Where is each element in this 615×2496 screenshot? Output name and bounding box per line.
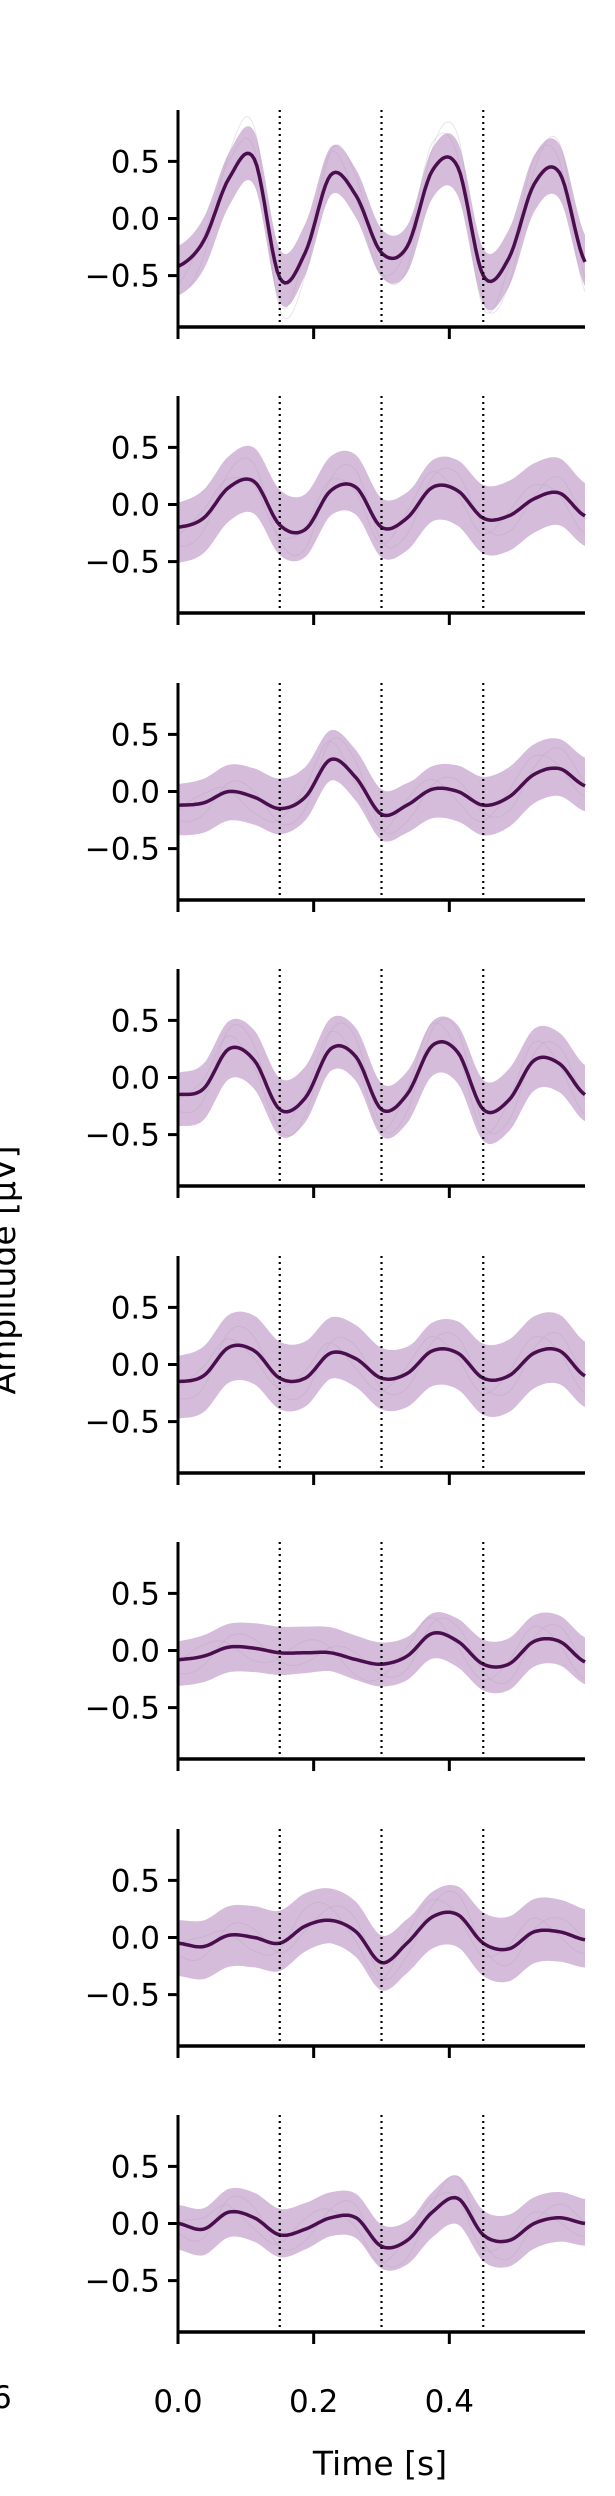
x-tick-label: 0.0 — [153, 2384, 202, 2420]
y-tick-label: 0.5 — [111, 717, 160, 753]
y-tick-label: 0.0 — [111, 488, 160, 524]
y-axis-label: Amplitude [μV] — [0, 1146, 23, 1395]
panel-1: 0.5 0.0 −0.5 — [85, 110, 587, 339]
mean-line — [177, 757, 586, 818]
y-tick-label: 0.5 — [111, 2149, 160, 2185]
y-tick-label: −0.5 — [85, 1405, 160, 1441]
left-edge-tick-fragment: 6 — [0, 2380, 12, 2416]
y-tick-label: 0.0 — [111, 2207, 160, 2243]
panel-5: 0.5 0.0 −0.5 — [85, 1256, 586, 1485]
y-tick-label: 0.0 — [111, 1634, 160, 1670]
y-tick-label: 0.5 — [111, 1003, 160, 1039]
mean-line — [177, 1343, 586, 1384]
y-tick-label: 0.5 — [111, 144, 160, 180]
mean-line — [177, 1040, 587, 1115]
x-tick-labels: 0.0 0.2 0.4 — [153, 2384, 474, 2420]
y-tick-label: 0.5 — [111, 1290, 160, 1326]
panel-3: 0.5 0.0 −0.5 — [85, 683, 586, 912]
y-tick-label: −0.5 — [85, 1978, 160, 2014]
y-tick-label: −0.5 — [85, 259, 160, 295]
confidence-band — [178, 1015, 585, 1145]
panel-4: 0.5 0.0 −0.5 — [85, 969, 587, 1198]
y-tick-label: −0.5 — [85, 2264, 160, 2300]
y-tick-label: 0.0 — [111, 202, 160, 238]
y-tick-label: 0.5 — [111, 1576, 160, 1612]
panel-2: 0.5 0.0 −0.5 — [85, 396, 586, 625]
y-tick-label: 0.5 — [111, 1863, 160, 1899]
mean-line — [177, 2195, 586, 2250]
y-tick-label: −0.5 — [85, 1118, 160, 1154]
mean-line — [177, 1631, 586, 1669]
y-tick-label: −0.5 — [85, 545, 160, 581]
confidence-band — [178, 126, 585, 311]
panel-6: 0.5 0.0 −0.5 — [85, 1542, 586, 1771]
mean-line — [177, 477, 586, 535]
confidence-band — [178, 2175, 585, 2271]
y-tick-label: −0.5 — [85, 1691, 160, 1727]
x-tick-label: 0.4 — [425, 2384, 474, 2420]
y-tick-label: 0.0 — [111, 1348, 160, 1384]
confidence-band — [178, 729, 585, 842]
y-tick-label: 0.0 — [111, 775, 160, 811]
mean-line — [177, 151, 587, 285]
panel-8: 0.5 0.0 −0.5 — [85, 2115, 586, 2344]
y-tick-label: 0.5 — [111, 430, 160, 466]
y-tick-label: 0.0 — [111, 1921, 160, 1957]
panel-7: 0.5 0.0 −0.5 — [85, 1829, 586, 2058]
y-tick-label: 0.0 — [111, 1061, 160, 1097]
y-tick-label: −0.5 — [85, 832, 160, 868]
panels-group: 0.5 0.0 −0.5 0.5 0.0 −0.5 0.5 0.0 −0.5 0.5 0.0 −0.5… — [85, 110, 587, 2344]
x-axis-label: Time [s] — [312, 2444, 447, 2483]
x-tick-label: 0.2 — [289, 2384, 338, 2420]
